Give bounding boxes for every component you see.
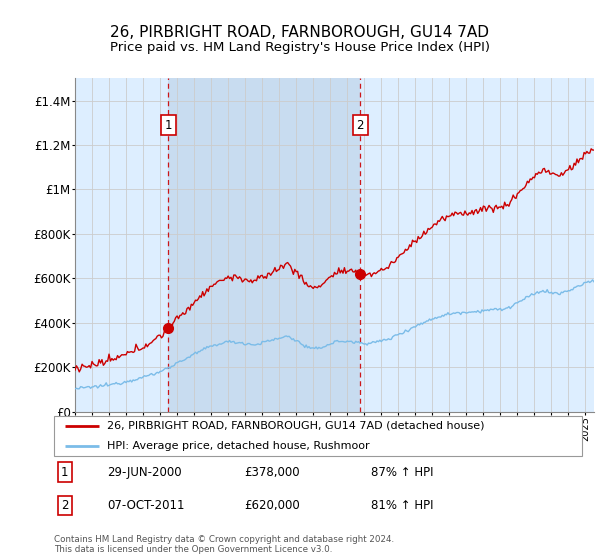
Text: 81% ↑ HPI: 81% ↑ HPI — [371, 499, 433, 512]
FancyBboxPatch shape — [54, 416, 582, 456]
Text: 07-OCT-2011: 07-OCT-2011 — [107, 499, 184, 512]
Text: Contains HM Land Registry data © Crown copyright and database right 2024.
This d: Contains HM Land Registry data © Crown c… — [54, 535, 394, 554]
Text: 2: 2 — [61, 499, 68, 512]
Text: 26, PIRBRIGHT ROAD, FARNBOROUGH, GU14 7AD: 26, PIRBRIGHT ROAD, FARNBOROUGH, GU14 7A… — [110, 25, 490, 40]
Text: 1: 1 — [61, 465, 68, 479]
Text: 2: 2 — [356, 119, 364, 132]
Bar — [169, 78, 361, 412]
Text: 29-JUN-2000: 29-JUN-2000 — [107, 465, 181, 479]
Text: Price paid vs. HM Land Registry's House Price Index (HPI): Price paid vs. HM Land Registry's House … — [110, 40, 490, 54]
Text: £620,000: £620,000 — [244, 499, 300, 512]
Text: 87% ↑ HPI: 87% ↑ HPI — [371, 465, 433, 479]
Text: 26, PIRBRIGHT ROAD, FARNBOROUGH, GU14 7AD (detached house): 26, PIRBRIGHT ROAD, FARNBOROUGH, GU14 7A… — [107, 421, 484, 431]
Text: HPI: Average price, detached house, Rushmoor: HPI: Average price, detached house, Rush… — [107, 441, 370, 451]
Text: £378,000: £378,000 — [244, 465, 300, 479]
Text: 1: 1 — [164, 119, 172, 132]
